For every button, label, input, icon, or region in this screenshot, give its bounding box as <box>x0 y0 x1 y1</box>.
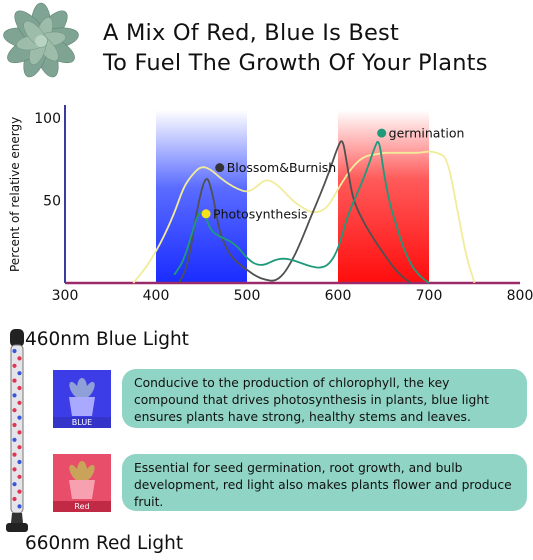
led-dot <box>17 400 22 405</box>
succulent-icon <box>3 2 79 78</box>
annotation-dot <box>215 163 225 173</box>
blue-thumb-label: BLUE <box>53 417 111 428</box>
y-tick-label: 100 <box>34 111 61 127</box>
annotation-label: germination <box>389 126 465 141</box>
led-dot <box>17 474 22 479</box>
led-dot <box>17 430 22 435</box>
band-blue <box>156 110 247 283</box>
led-dot <box>12 467 17 472</box>
headline-line-1: A Mix Of Red, Blue Is Best <box>103 20 399 46</box>
led-dot <box>17 415 22 420</box>
red-thumb-label: Red <box>53 501 111 512</box>
led-dot <box>12 452 17 457</box>
headline-line-2: To Fuel The Growth Of Your Plants <box>103 50 488 76</box>
potted-plant-icon <box>69 461 95 499</box>
red-light-description: Essential for seed germination, root gro… <box>122 454 527 511</box>
led-dot <box>12 496 17 502</box>
led-dot <box>12 422 17 428</box>
led-dot <box>12 393 17 398</box>
led-dot <box>17 371 22 376</box>
x-tick-label: 400 <box>143 288 170 304</box>
led-dot <box>17 504 22 509</box>
led-dot <box>17 489 22 494</box>
led-dot <box>12 408 17 413</box>
led-dot <box>12 348 17 354</box>
led-dot <box>17 459 22 465</box>
led-dot <box>12 378 17 383</box>
series-line-photosynthesis <box>132 150 476 284</box>
x-tick-label: 600 <box>325 288 352 304</box>
spectrum-chart: 300 400 500 600 700 800 50 100 germination Bloss… <box>34 105 533 304</box>
led-dot <box>12 363 17 368</box>
x-tick-label: 300 <box>52 288 79 304</box>
led-dot <box>17 385 22 391</box>
x-tick-label: 700 <box>416 288 443 304</box>
annotation-dot <box>201 209 211 219</box>
y-tick-label: 50 <box>43 194 61 210</box>
led-dot <box>12 437 17 442</box>
blue-light-plant-thumbnail: BLUE <box>53 370 111 428</box>
x-tick-label: 500 <box>234 288 261 304</box>
x-tick-label: 800 <box>507 288 533 304</box>
potted-plant-icon <box>69 378 95 416</box>
led-dot <box>17 356 22 361</box>
annotation-label: Photosynthesis <box>213 206 308 221</box>
blue-light-title: 460nm Blue Light <box>25 329 189 350</box>
annotation-dot <box>377 128 387 138</box>
blue-light-description: Conducive to the production of chlorophy… <box>122 369 527 428</box>
series-line-blossom-burnish <box>178 140 412 284</box>
led-dot <box>17 445 22 450</box>
red-light-title: 660nm Red Light <box>25 533 184 554</box>
led-grow-light-bar-icon <box>6 329 28 532</box>
annotation-label: Blossom&Burnish <box>227 160 337 175</box>
red-light-plant-thumbnail: Red <box>53 454 111 512</box>
led-dot <box>12 482 17 487</box>
